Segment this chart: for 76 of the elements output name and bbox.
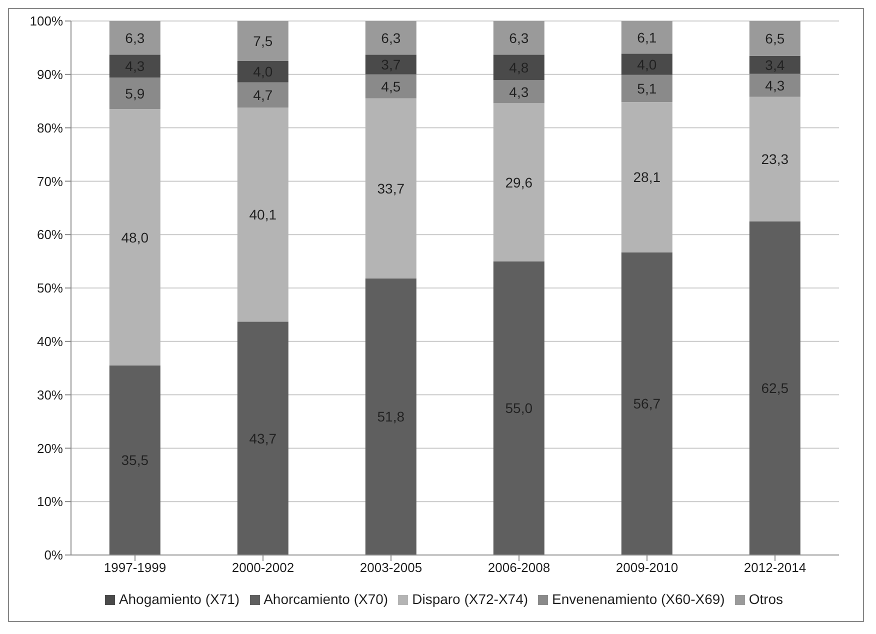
data-label: 6,1 — [637, 29, 657, 46]
data-label: 40,1 — [249, 206, 277, 223]
bar — [493, 261, 544, 555]
data-label: 5,9 — [125, 85, 145, 102]
bar — [237, 82, 288, 108]
bar — [109, 365, 160, 555]
bar — [365, 278, 416, 555]
legend-label: Otros — [748, 591, 784, 607]
data-label: 4,5 — [381, 78, 401, 94]
legend-label: Ahorcamiento (X70) — [264, 591, 388, 607]
bar — [749, 221, 800, 555]
legend-label: Ahogamiento (X71) — [118, 591, 240, 607]
bar — [237, 108, 288, 322]
bar — [493, 21, 544, 55]
data-label: 43,7 — [249, 430, 277, 446]
bar — [237, 21, 288, 62]
y-tick-label: 100% — [30, 14, 64, 29]
data-label: 55,0 — [505, 400, 533, 416]
bar — [109, 21, 160, 55]
data-label: 23,3 — [761, 151, 789, 168]
bar — [493, 54, 544, 80]
x-tick-label: 2003-2005 — [360, 560, 422, 576]
y-tick-label: 50% — [36, 280, 64, 296]
data-label: 6,3 — [125, 30, 145, 46]
data-label: 62,5 — [761, 380, 789, 396]
data-label: 4,3 — [509, 84, 529, 100]
y-tick-label: 80% — [36, 120, 64, 136]
data-label: 33,7 — [377, 180, 405, 196]
bar — [621, 102, 672, 252]
bar — [109, 54, 160, 78]
bar — [621, 252, 672, 555]
bar — [109, 109, 160, 366]
data-label: 29,6 — [505, 174, 533, 190]
y-tick-label: 90% — [36, 67, 64, 82]
data-label: 6,3 — [381, 30, 401, 46]
y-tick-label: 40% — [36, 334, 64, 350]
y-tick-label: 60% — [36, 227, 64, 242]
y-tick-label: 0% — [44, 548, 64, 563]
data-label: 4,7 — [253, 86, 273, 103]
bar — [237, 61, 288, 82]
data-label: 48,0 — [121, 229, 149, 246]
y-tick-label: 10% — [36, 494, 64, 510]
bar — [749, 56, 800, 74]
bar — [237, 322, 288, 555]
bar — [749, 96, 800, 222]
bar — [749, 21, 800, 56]
legend-label: Envenenamiento (X60-X69) — [552, 591, 725, 607]
bar — [109, 78, 160, 110]
data-label: 5,1 — [637, 80, 657, 97]
bar — [365, 21, 416, 55]
y-tick-label: 20% — [36, 440, 64, 456]
y-tick-label: 70% — [36, 174, 64, 189]
y-tick-label: 30% — [36, 387, 64, 402]
x-tick-label: 2000-2002 — [232, 560, 294, 576]
data-label: 7,5 — [253, 33, 273, 50]
x-tick-label: 2012-2014 — [744, 560, 806, 576]
data-label: 6,3 — [509, 30, 529, 46]
bar — [365, 54, 416, 74]
x-tick-label: 2009-2010 — [616, 560, 678, 576]
bar — [749, 74, 800, 97]
data-label: 51,8 — [377, 408, 405, 425]
bar — [365, 98, 416, 278]
bar — [621, 54, 672, 75]
data-label: 4,3 — [765, 77, 785, 94]
data-label: 6,5 — [765, 30, 785, 46]
data-label: 56,7 — [633, 396, 661, 412]
x-tick-label: 2006-2008 — [488, 560, 550, 576]
legend-label: Disparo (X72-X74) — [412, 591, 528, 607]
data-label: 28,1 — [633, 169, 661, 186]
bar — [493, 103, 544, 262]
x-tick-label: 1997-1999 — [104, 560, 166, 576]
bar — [621, 21, 672, 54]
bar — [493, 80, 544, 104]
data-label: 35,5 — [121, 452, 149, 468]
bar — [621, 74, 672, 102]
bar — [365, 74, 416, 98]
